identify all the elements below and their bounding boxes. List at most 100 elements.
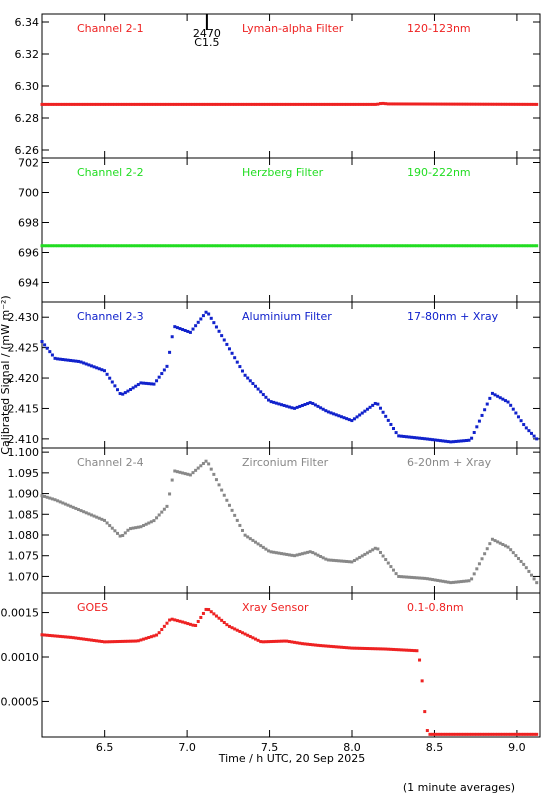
data-point (186, 329, 190, 333)
data-point (316, 553, 320, 557)
data-point (92, 365, 96, 369)
data-point (277, 551, 281, 555)
data-point (529, 102, 533, 106)
data-point (433, 438, 437, 442)
data-point (472, 102, 476, 106)
data-point (50, 353, 54, 357)
data-point (311, 102, 315, 106)
data-point (516, 244, 520, 248)
data-point (511, 551, 515, 555)
data-point (496, 540, 500, 544)
data-point (503, 544, 507, 548)
data-point (254, 540, 258, 544)
data-point (529, 732, 533, 736)
data-point (293, 406, 297, 410)
data-point (498, 396, 502, 400)
data-point (76, 359, 80, 363)
data-point (170, 102, 174, 106)
data-point (324, 244, 328, 248)
data-point (405, 575, 409, 579)
data-point (326, 410, 330, 414)
data-point (121, 534, 125, 538)
data-point (61, 635, 65, 639)
data-point (188, 330, 192, 334)
data-point (217, 102, 221, 106)
data-point (256, 387, 260, 391)
data-point (470, 102, 474, 106)
data-point (420, 102, 424, 106)
data-point (360, 646, 364, 650)
data-point (82, 244, 86, 248)
data-point (201, 461, 205, 465)
data-point (259, 244, 263, 248)
data-point (477, 562, 481, 566)
data-point (381, 554, 385, 558)
data-point (188, 473, 192, 477)
data-point (389, 102, 393, 106)
data-point (378, 647, 382, 651)
data-point (352, 244, 356, 248)
data-point (321, 244, 325, 248)
data-point (303, 102, 307, 106)
data-point (293, 102, 297, 106)
data-point (74, 506, 78, 510)
data-point (280, 552, 284, 556)
data-point (113, 529, 117, 533)
data-point (480, 244, 484, 248)
data-point (274, 551, 278, 555)
data-point (186, 102, 190, 106)
data-point (384, 558, 388, 562)
data-point (173, 102, 177, 106)
data-point (535, 102, 539, 106)
data-point (43, 633, 47, 637)
data-point (446, 580, 450, 584)
data-point (43, 343, 47, 347)
data-point (269, 244, 273, 248)
data-point (425, 437, 429, 441)
data-point (261, 393, 265, 397)
data-point (264, 547, 268, 551)
data-point (454, 102, 458, 106)
data-point (157, 375, 161, 379)
data-point (511, 244, 515, 248)
data-point (183, 244, 187, 248)
data-point (272, 639, 276, 643)
data-point (345, 559, 349, 563)
data-point (97, 639, 101, 643)
data-point (56, 244, 60, 248)
data-point (498, 541, 502, 545)
data-point (441, 732, 445, 736)
data-point (509, 403, 513, 407)
data-point (308, 642, 312, 646)
data-point (194, 468, 198, 472)
data-point (272, 400, 276, 404)
data-point (168, 244, 172, 248)
data-point (358, 646, 362, 650)
panel-1: 6.26 6.28 6.30 6.32 6.34 Channel 2-1 Lyman-alp… (15, 13, 541, 159)
data-point (527, 429, 531, 433)
data-point (342, 559, 346, 563)
panel-2: 694 696 698 700 702 Channel 2-2 Herzberg Filte… (18, 157, 541, 303)
data-point (82, 637, 86, 641)
data-point (371, 244, 375, 248)
data-point (300, 403, 304, 407)
data-point (298, 404, 302, 408)
data-point (116, 388, 120, 392)
y-tick-label: 1.080 (8, 529, 40, 542)
data-point (285, 639, 289, 643)
data-point (71, 244, 75, 248)
data-point (207, 312, 211, 316)
data-point (191, 327, 195, 331)
data-point (319, 244, 323, 248)
data-point (415, 102, 419, 106)
data-point (438, 732, 442, 736)
data-point (89, 638, 93, 642)
data-point (433, 244, 437, 248)
data-point (290, 244, 294, 248)
data-point (102, 102, 106, 106)
data-point (95, 515, 99, 519)
data-point (100, 244, 104, 248)
data-point (214, 614, 218, 618)
data-point (402, 648, 406, 652)
data-point (334, 413, 338, 417)
